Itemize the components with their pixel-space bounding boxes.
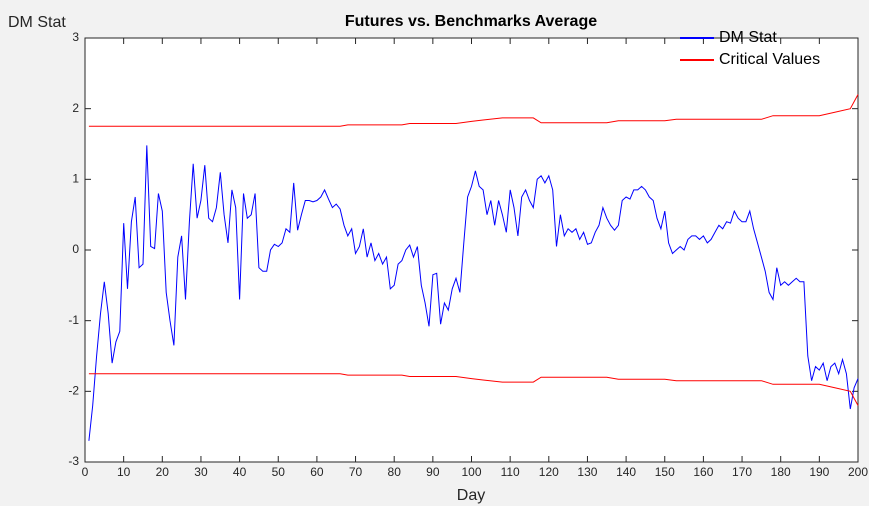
y-axis-label: DM Stat [8, 14, 66, 31]
x-tick-label: 60 [310, 465, 324, 479]
x-tick-label: 40 [233, 465, 247, 479]
x-axis-label: Day [457, 487, 485, 504]
x-tick-label: 200 [848, 465, 868, 479]
x-tick-label: 80 [388, 465, 402, 479]
x-tick-label: 0 [82, 465, 89, 479]
x-tick-label: 150 [655, 465, 675, 479]
x-tick-label: 70 [349, 465, 363, 479]
axes-box [84, 37, 859, 463]
x-tick-label: 190 [809, 465, 829, 479]
x-tick-label: 160 [693, 465, 713, 479]
series-line [88, 373, 859, 406]
y-tick-label: -3 [68, 454, 79, 468]
chart-title: Futures vs. Benchmarks Average [345, 13, 597, 30]
x-tick-label: 10 [117, 465, 131, 479]
y-tick-label: 3 [72, 30, 79, 44]
y-tick-label: 2 [72, 101, 79, 115]
x-tick-label: 20 [156, 465, 170, 479]
x-tick-label: 50 [272, 465, 286, 479]
x-tick-label: 140 [616, 465, 636, 479]
x-tick-label: 170 [732, 465, 752, 479]
y-tick-label: -1 [68, 313, 79, 327]
plot-area [85, 38, 858, 462]
x-tick-label: 90 [426, 465, 440, 479]
series-line [88, 145, 859, 441]
y-tick-label: -2 [68, 384, 79, 398]
x-tick-label: 130 [577, 465, 597, 479]
legend-label: Critical Values [719, 51, 820, 68]
legend-label: DM Stat [719, 29, 777, 46]
series-line [88, 94, 859, 127]
x-tick-label: 110 [501, 465, 520, 479]
x-tick-label: 30 [194, 465, 208, 479]
x-tick-label: 100 [461, 465, 481, 479]
y-tick-label: 1 [72, 172, 79, 186]
y-tick-label: 0 [72, 242, 79, 256]
x-tick-label: 120 [539, 465, 559, 479]
x-tick-label: 180 [771, 465, 791, 479]
